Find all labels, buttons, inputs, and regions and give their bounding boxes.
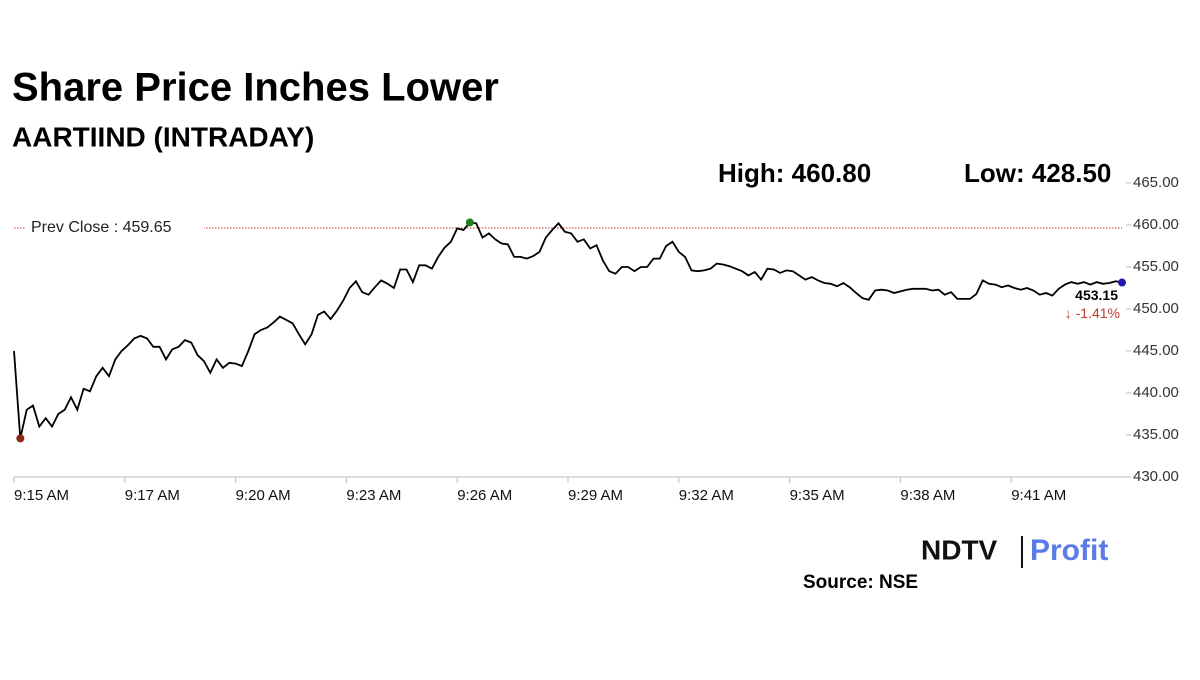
y-tick-label: 435.00 bbox=[1133, 426, 1179, 443]
price-line bbox=[13, 221, 1123, 439]
source: Source: NSE bbox=[803, 572, 918, 593]
y-tick-label: 455.00 bbox=[1133, 258, 1179, 275]
x-tick-label: 9:35 AM bbox=[790, 487, 845, 504]
x-tick-label: 9:23 AM bbox=[346, 487, 401, 504]
y-tick-label: 430.00 bbox=[1133, 468, 1179, 485]
change-label: ↓ -1.41% bbox=[1065, 305, 1120, 321]
x-tick-label: 9:41 AM bbox=[1011, 487, 1066, 504]
last-marker bbox=[1118, 278, 1126, 287]
y-tick-label: 465.00 bbox=[1133, 174, 1179, 191]
last-label-bg bbox=[1066, 285, 1120, 324]
y-tick-label: 445.00 bbox=[1133, 342, 1179, 359]
low-label: Low: 428.50 bbox=[964, 158, 1111, 188]
x-tick-label: 9:32 AM bbox=[679, 487, 734, 504]
prev-close-label: Prev Close : 459.65 bbox=[31, 219, 172, 236]
low-marker bbox=[16, 434, 25, 443]
x-tick-label: 9:15 AM bbox=[14, 487, 69, 504]
y-tick-label: 440.00 bbox=[1133, 384, 1179, 401]
logo-profit: Profit bbox=[1030, 534, 1108, 567]
last-value-label: 453.15 bbox=[1075, 287, 1118, 303]
prev-close-bg bbox=[26, 216, 204, 239]
x-tick-label: 9:29 AM bbox=[568, 487, 623, 504]
y-tick-label: 450.00 bbox=[1133, 300, 1179, 317]
chart-title: Share Price Inches Lower bbox=[12, 66, 499, 110]
x-tick-label: 9:20 AM bbox=[236, 487, 291, 504]
x-tick-label: 9:26 AM bbox=[457, 487, 512, 504]
y-tick-label: 460.00 bbox=[1133, 216, 1179, 233]
high-marker bbox=[465, 218, 474, 227]
x-tick-label: 9:38 AM bbox=[900, 487, 955, 504]
chart-subtitle: AARTIIND (INTRADAY) bbox=[12, 121, 314, 152]
x-tick-label: 9:17 AM bbox=[125, 487, 180, 504]
high-label: High: 460.80 bbox=[718, 158, 871, 188]
logo-ndtv: NDTV bbox=[921, 534, 998, 565]
